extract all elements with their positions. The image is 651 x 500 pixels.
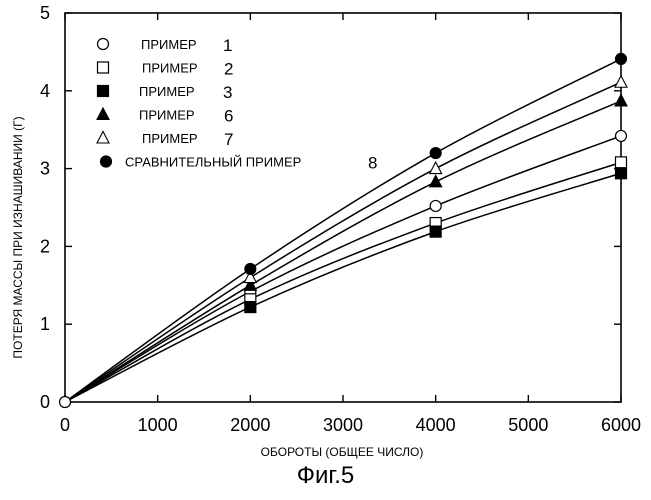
data-point-6 bbox=[615, 94, 627, 106]
wear-loss-chart: 0 1000 2000 3000 4000 5000 6000 0 1 2 3 4 5 ОБОРОТЫ (… bbox=[0, 0, 651, 460]
figure-caption: Фиг.5 bbox=[0, 462, 651, 490]
y-tick-label: 4 bbox=[40, 81, 50, 101]
data-point-6 bbox=[430, 175, 442, 187]
x-axis-title: ОБОРОТЫ (ОБЩЕЕ ЧИСЛО) bbox=[261, 445, 424, 459]
y-tick-label: 3 bbox=[40, 159, 50, 179]
legend-label: ПРИМЕР bbox=[142, 61, 198, 76]
data-point-2 bbox=[616, 157, 627, 168]
data-point-3 bbox=[616, 168, 627, 179]
legend-label: ПРИМЕР bbox=[141, 37, 197, 52]
x-tick-label: 3000 bbox=[323, 415, 363, 435]
legend-label: ПРИМЕР bbox=[139, 84, 195, 99]
series-line-3 bbox=[65, 173, 621, 402]
legend-marker-7 bbox=[97, 132, 109, 144]
legend-marker-8 bbox=[101, 156, 112, 167]
legend-number: 1 bbox=[223, 36, 232, 55]
legend-number: 8 bbox=[368, 154, 377, 173]
legend-label: ПРИМЕР bbox=[139, 108, 195, 123]
x-tick-label: 5000 bbox=[508, 415, 548, 435]
data-point-7 bbox=[430, 162, 442, 174]
x-tick-label: 1000 bbox=[138, 415, 178, 435]
legend-marker-2 bbox=[98, 62, 109, 73]
data-point-8 bbox=[616, 53, 627, 64]
legend-marker-3 bbox=[98, 86, 109, 97]
data-point-3 bbox=[430, 226, 441, 237]
x-tick-label: 4000 bbox=[416, 415, 456, 435]
data-point-8 bbox=[245, 263, 256, 274]
legend-number: 6 bbox=[224, 107, 233, 126]
data-point-8 bbox=[430, 148, 441, 159]
legend-number: 7 bbox=[224, 130, 233, 149]
legend-label: ПРИМЕР bbox=[142, 131, 198, 146]
y-tick-label: 0 bbox=[40, 392, 50, 412]
data-point-3 bbox=[245, 302, 256, 313]
origin-point bbox=[60, 397, 71, 408]
y-axis-title: ПОТЕРЯ МАССЫ ПРИ ИЗНАШИВАНИИ (Г) bbox=[11, 116, 25, 358]
data-point-1 bbox=[616, 130, 627, 141]
legend-marker-6 bbox=[97, 108, 109, 120]
x-tick-label: 0 bbox=[60, 415, 70, 435]
data-point-1 bbox=[430, 200, 441, 211]
y-tick-label: 2 bbox=[40, 236, 50, 256]
series-line-6 bbox=[65, 101, 621, 402]
x-tick-label: 6000 bbox=[601, 415, 641, 435]
y-tick-label: 1 bbox=[40, 314, 50, 334]
y-tick-label: 5 bbox=[40, 3, 50, 23]
legend-label: СРАВНИТЕЛЬНЫЙ ПРИМЕР bbox=[125, 155, 301, 170]
series-line-1 bbox=[65, 136, 621, 402]
legend-number: 2 bbox=[224, 60, 233, 79]
x-tick-label: 2000 bbox=[230, 415, 270, 435]
legend-marker-1 bbox=[98, 39, 109, 50]
data-point-7 bbox=[615, 76, 627, 88]
legend-number: 3 bbox=[223, 83, 232, 102]
